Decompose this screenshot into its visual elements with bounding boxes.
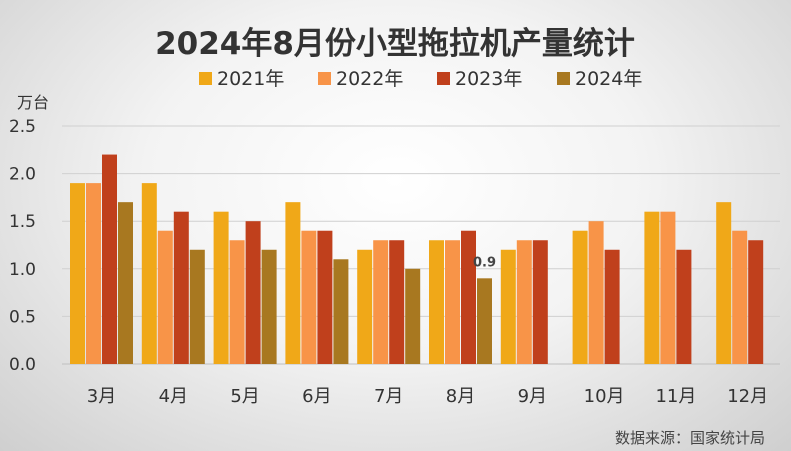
bar xyxy=(644,211,660,364)
legend-entry: 2024年 xyxy=(557,68,642,90)
bar xyxy=(389,240,405,364)
x-tick-label: 3月 xyxy=(87,386,116,407)
bar xyxy=(86,183,101,364)
bar xyxy=(748,240,764,364)
bar xyxy=(102,154,117,364)
legend: 2021年 2022年 2023年 2024年 xyxy=(199,68,642,90)
source-note: 数据来源：国家统计局 xyxy=(615,429,765,447)
legend-label: 2021年 xyxy=(217,68,284,90)
x-tick-label: 11月 xyxy=(655,386,696,407)
bar xyxy=(500,249,516,364)
x-tick-labels: 3月 4月 5月 6月 7月 8月 9月 10月 11月 12月 xyxy=(87,386,768,407)
bar xyxy=(245,221,261,364)
legend-label: 2022年 xyxy=(336,68,403,90)
bars xyxy=(70,154,764,364)
y-tick-labels: 0.0 0.5 1.0 1.5 2.0 2.5 xyxy=(9,117,36,375)
bar xyxy=(189,249,205,364)
bar xyxy=(732,230,748,364)
bar xyxy=(70,183,85,364)
y-tick-label: 2.0 xyxy=(9,165,36,185)
y-tick-label: 1.5 xyxy=(9,212,36,232)
y-tick-label: 0.5 xyxy=(9,307,36,327)
bar xyxy=(461,230,476,364)
legend-entry: 2022年 xyxy=(318,68,403,90)
bar xyxy=(429,240,444,364)
bar xyxy=(301,230,317,364)
x-tick-label: 4月 xyxy=(159,386,188,407)
legend-swatch xyxy=(437,72,450,85)
bar xyxy=(333,259,349,364)
bar xyxy=(676,249,692,364)
bar xyxy=(660,211,676,364)
bar xyxy=(477,278,492,364)
data-labels: 0.9 xyxy=(473,255,496,270)
x-tick-label: 6月 xyxy=(302,386,331,407)
bar xyxy=(157,230,173,364)
legend-swatch xyxy=(557,72,570,85)
x-tick-label: 12月 xyxy=(727,386,768,407)
bar xyxy=(141,183,157,364)
bar xyxy=(373,240,389,364)
bar xyxy=(532,240,548,364)
x-tick-label: 7月 xyxy=(374,386,403,407)
bar xyxy=(604,249,620,364)
bar xyxy=(516,240,532,364)
bar xyxy=(445,240,460,364)
legend-entry: 2021年 xyxy=(199,68,284,90)
bar xyxy=(213,211,229,364)
bar xyxy=(229,240,245,364)
y-tick-label: 0.0 xyxy=(9,355,36,375)
bar xyxy=(317,230,333,364)
legend-label: 2023年 xyxy=(455,68,522,90)
bar xyxy=(261,249,277,364)
y-tick-label: 2.5 xyxy=(9,117,36,137)
bar xyxy=(285,202,301,364)
chart-title: 2024年8月份小型拖拉机产量统计 xyxy=(155,26,635,62)
data-label: 0.9 xyxy=(473,255,496,270)
bar xyxy=(118,202,133,364)
x-tick-label: 10月 xyxy=(584,386,625,407)
legend-swatch xyxy=(199,72,212,85)
bar xyxy=(716,202,732,364)
bar xyxy=(572,230,588,364)
y-tick-label: 1.0 xyxy=(9,260,36,280)
x-tick-label: 9月 xyxy=(518,386,547,407)
bar xyxy=(173,211,189,364)
legend-label: 2024年 xyxy=(575,68,642,90)
legend-swatch xyxy=(318,72,331,85)
legend-entry: 2023年 xyxy=(437,68,522,90)
x-tick-label: 5月 xyxy=(230,386,259,407)
bar xyxy=(357,249,373,364)
bar xyxy=(588,221,604,364)
bar xyxy=(405,268,421,364)
x-tick-label: 8月 xyxy=(446,386,475,407)
y-unit-label: 万台 xyxy=(17,93,49,112)
